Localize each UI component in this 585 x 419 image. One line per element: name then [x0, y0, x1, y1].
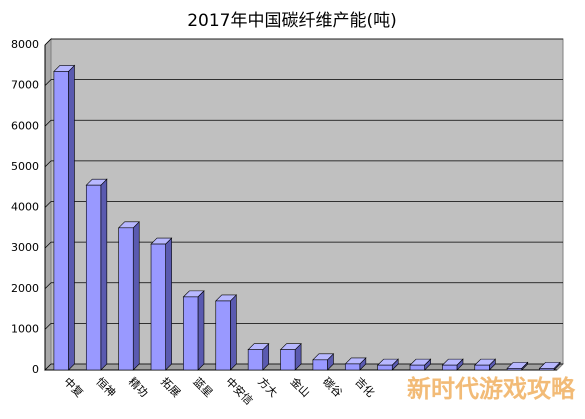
- x-tick-label: 拓展: [158, 374, 183, 399]
- y-tick-label: 6000: [11, 119, 39, 132]
- grid-line-side: [44, 241, 52, 249]
- x-tick-label: 精功: [126, 375, 151, 400]
- bar-side: [230, 294, 237, 371]
- x-tick-label: 金山: [288, 374, 313, 399]
- grid-line-side: [44, 323, 52, 330]
- bar: [247, 349, 264, 371]
- bar: [377, 364, 393, 371]
- chart-title: 2017年中国碳纤维产能(吨): [187, 11, 397, 31]
- x-tick-label: 恒神: [93, 374, 118, 399]
- grid-line-side: [44, 120, 52, 127]
- x-tick-label: 吉化: [352, 374, 377, 399]
- bar-side: [68, 64, 75, 371]
- y-tick-label: 5000: [11, 160, 39, 173]
- x-tick-label: 蓝星: [190, 375, 215, 400]
- grid-line-side: [44, 201, 52, 208]
- grid-line-side: [44, 282, 52, 289]
- x-tick-label: 中复: [61, 374, 86, 399]
- y-tick-label: 2000: [11, 282, 39, 295]
- bar-side: [197, 290, 205, 371]
- bar: [474, 364, 490, 371]
- bar-side: [132, 221, 140, 371]
- grid-line-side: [44, 160, 52, 168]
- bar: [85, 184, 102, 371]
- bar: [506, 368, 523, 371]
- bar: [118, 227, 134, 371]
- y-tick-label: 1000: [11, 322, 39, 335]
- bar-side: [100, 178, 108, 371]
- bar: [215, 300, 231, 371]
- grid-line-side: [44, 363, 52, 371]
- bar-side: [165, 237, 172, 371]
- bar: [53, 71, 69, 371]
- grid-line-side: [44, 38, 52, 46]
- y-tick-label: 7000: [11, 79, 39, 92]
- bar: [442, 364, 458, 371]
- y-tick-label: 8000: [11, 38, 39, 51]
- y-tick-label: 3000: [11, 241, 39, 254]
- x-tick-label: 方大: [255, 374, 280, 399]
- bar: [344, 363, 361, 371]
- bar: [183, 296, 199, 371]
- bar: [312, 359, 328, 371]
- bar: [539, 368, 555, 371]
- x-tick-label: 中安信: [223, 374, 256, 407]
- bar: [280, 349, 296, 371]
- grid-line-side: [44, 79, 52, 86]
- watermark: 新时代游戏攻略: [407, 375, 576, 403]
- bar: [409, 364, 425, 371]
- x-tick-label: 碳谷: [320, 374, 345, 399]
- y-tick-label: 0: [32, 363, 39, 376]
- y-tick-label: 4000: [11, 201, 39, 214]
- bar: [150, 243, 166, 371]
